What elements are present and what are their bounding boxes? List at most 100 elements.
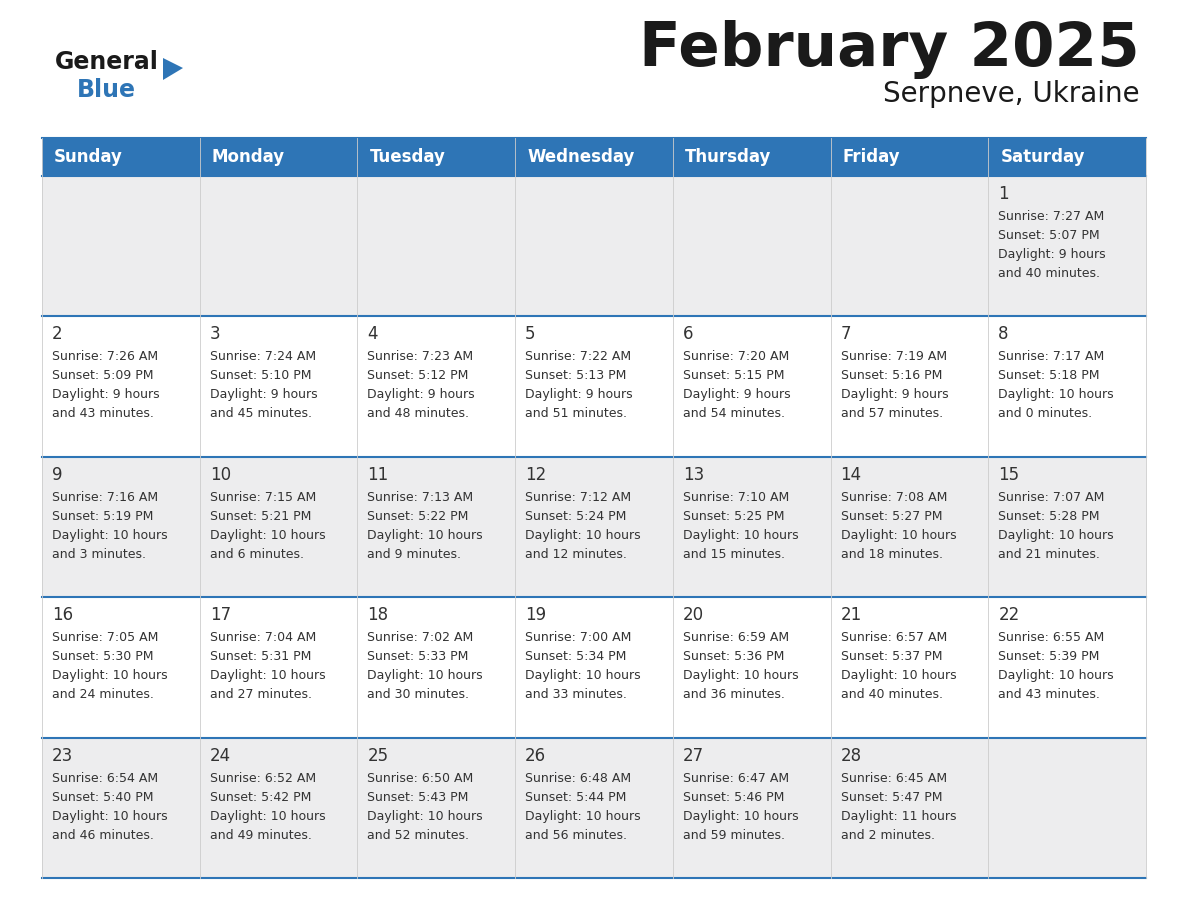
Text: Sunset: 5:27 PM: Sunset: 5:27 PM	[841, 509, 942, 522]
Text: Sunrise: 7:02 AM: Sunrise: 7:02 AM	[367, 632, 474, 644]
Text: Sunrise: 7:26 AM: Sunrise: 7:26 AM	[52, 351, 158, 364]
Text: 23: 23	[52, 746, 74, 765]
Text: and 59 minutes.: and 59 minutes.	[683, 829, 785, 842]
Text: 24: 24	[210, 746, 230, 765]
Text: Daylight: 9 hours: Daylight: 9 hours	[998, 248, 1106, 261]
Text: Sunrise: 7:13 AM: Sunrise: 7:13 AM	[367, 491, 474, 504]
Text: Daylight: 10 hours: Daylight: 10 hours	[367, 669, 484, 682]
Bar	[42, 598, 1146, 737]
Text: and 18 minutes.: and 18 minutes.	[841, 548, 942, 561]
Text: Sunrise: 6:59 AM: Sunrise: 6:59 AM	[683, 632, 789, 644]
Text: Daylight: 9 hours: Daylight: 9 hours	[841, 388, 948, 401]
Text: and 21 minutes.: and 21 minutes.	[998, 548, 1100, 561]
Text: Daylight: 9 hours: Daylight: 9 hours	[367, 388, 475, 401]
Text: 21: 21	[841, 606, 861, 624]
Text: Tuesday: Tuesday	[369, 148, 446, 166]
Text: Monday: Monday	[211, 148, 285, 166]
Text: Sunset: 5:16 PM: Sunset: 5:16 PM	[841, 369, 942, 383]
Text: 5: 5	[525, 325, 536, 343]
Text: 22: 22	[998, 606, 1019, 624]
Text: Sunset: 5:37 PM: Sunset: 5:37 PM	[841, 650, 942, 663]
Bar	[42, 737, 1146, 878]
Text: Sunset: 5:46 PM: Sunset: 5:46 PM	[683, 790, 784, 803]
Text: and 54 minutes.: and 54 minutes.	[683, 408, 785, 420]
Text: and 15 minutes.: and 15 minutes.	[683, 548, 785, 561]
Text: Daylight: 10 hours: Daylight: 10 hours	[525, 810, 640, 823]
Text: Daylight: 10 hours: Daylight: 10 hours	[998, 529, 1114, 542]
Text: Friday: Friday	[842, 148, 901, 166]
Text: Daylight: 11 hours: Daylight: 11 hours	[841, 810, 956, 823]
Text: and 12 minutes.: and 12 minutes.	[525, 548, 627, 561]
Text: Daylight: 10 hours: Daylight: 10 hours	[998, 388, 1114, 401]
Text: Sunset: 5:15 PM: Sunset: 5:15 PM	[683, 369, 784, 383]
Text: Sunrise: 6:55 AM: Sunrise: 6:55 AM	[998, 632, 1105, 644]
Text: Serpneve, Ukraine: Serpneve, Ukraine	[884, 80, 1140, 108]
Text: Sunset: 5:39 PM: Sunset: 5:39 PM	[998, 650, 1100, 663]
Text: Sunset: 5:21 PM: Sunset: 5:21 PM	[210, 509, 311, 522]
Text: 3: 3	[210, 325, 220, 343]
Text: Sunset: 5:12 PM: Sunset: 5:12 PM	[367, 369, 469, 383]
Text: and 46 minutes.: and 46 minutes.	[52, 829, 154, 842]
Text: Daylight: 9 hours: Daylight: 9 hours	[683, 388, 790, 401]
Text: Sunrise: 6:47 AM: Sunrise: 6:47 AM	[683, 772, 789, 785]
Text: Sunrise: 7:10 AM: Sunrise: 7:10 AM	[683, 491, 789, 504]
Text: and 57 minutes.: and 57 minutes.	[841, 408, 943, 420]
Text: Sunrise: 7:00 AM: Sunrise: 7:00 AM	[525, 632, 632, 644]
Text: Saturday: Saturday	[1000, 148, 1085, 166]
Text: Sunday: Sunday	[53, 148, 122, 166]
Text: Daylight: 10 hours: Daylight: 10 hours	[52, 529, 168, 542]
Text: and 36 minutes.: and 36 minutes.	[683, 688, 785, 701]
Text: and 48 minutes.: and 48 minutes.	[367, 408, 469, 420]
Text: Sunset: 5:36 PM: Sunset: 5:36 PM	[683, 650, 784, 663]
Text: General: General	[55, 50, 159, 74]
Text: Sunset: 5:40 PM: Sunset: 5:40 PM	[52, 790, 153, 803]
Text: Sunrise: 7:04 AM: Sunrise: 7:04 AM	[210, 632, 316, 644]
Text: Daylight: 10 hours: Daylight: 10 hours	[683, 529, 798, 542]
Text: and 2 minutes.: and 2 minutes.	[841, 829, 935, 842]
Text: 9: 9	[52, 465, 63, 484]
Text: and 43 minutes.: and 43 minutes.	[998, 688, 1100, 701]
Text: Sunrise: 7:22 AM: Sunrise: 7:22 AM	[525, 351, 631, 364]
Text: Daylight: 9 hours: Daylight: 9 hours	[525, 388, 633, 401]
Text: 1: 1	[998, 185, 1009, 203]
Text: 26: 26	[525, 746, 546, 765]
Text: Daylight: 10 hours: Daylight: 10 hours	[525, 669, 640, 682]
Text: Sunset: 5:18 PM: Sunset: 5:18 PM	[998, 369, 1100, 383]
Text: Sunrise: 7:19 AM: Sunrise: 7:19 AM	[841, 351, 947, 364]
Text: Sunrise: 7:20 AM: Sunrise: 7:20 AM	[683, 351, 789, 364]
Text: Sunset: 5:28 PM: Sunset: 5:28 PM	[998, 509, 1100, 522]
Text: 28: 28	[841, 746, 861, 765]
Text: and 24 minutes.: and 24 minutes.	[52, 688, 154, 701]
Text: Sunrise: 6:48 AM: Sunrise: 6:48 AM	[525, 772, 631, 785]
Bar	[42, 138, 1146, 176]
Text: and 0 minutes.: and 0 minutes.	[998, 408, 1093, 420]
Text: Sunrise: 7:27 AM: Sunrise: 7:27 AM	[998, 210, 1105, 223]
Text: Sunrise: 7:08 AM: Sunrise: 7:08 AM	[841, 491, 947, 504]
Text: and 43 minutes.: and 43 minutes.	[52, 408, 154, 420]
Text: Sunset: 5:19 PM: Sunset: 5:19 PM	[52, 509, 153, 522]
Polygon shape	[163, 58, 183, 80]
Text: Daylight: 10 hours: Daylight: 10 hours	[52, 810, 168, 823]
Text: Thursday: Thursday	[684, 148, 771, 166]
Text: Sunrise: 7:23 AM: Sunrise: 7:23 AM	[367, 351, 474, 364]
Text: Sunrise: 6:57 AM: Sunrise: 6:57 AM	[841, 632, 947, 644]
Text: Sunset: 5:25 PM: Sunset: 5:25 PM	[683, 509, 784, 522]
Text: and 30 minutes.: and 30 minutes.	[367, 688, 469, 701]
Text: Sunset: 5:24 PM: Sunset: 5:24 PM	[525, 509, 626, 522]
Text: Sunset: 5:13 PM: Sunset: 5:13 PM	[525, 369, 626, 383]
Text: 19: 19	[525, 606, 546, 624]
Text: 7: 7	[841, 325, 851, 343]
Text: 15: 15	[998, 465, 1019, 484]
Text: Sunset: 5:43 PM: Sunset: 5:43 PM	[367, 790, 469, 803]
Text: 12: 12	[525, 465, 546, 484]
Text: and 45 minutes.: and 45 minutes.	[210, 408, 311, 420]
Text: 27: 27	[683, 746, 704, 765]
Text: Daylight: 10 hours: Daylight: 10 hours	[210, 810, 326, 823]
Text: and 56 minutes.: and 56 minutes.	[525, 829, 627, 842]
Text: Sunrise: 6:52 AM: Sunrise: 6:52 AM	[210, 772, 316, 785]
Text: Daylight: 10 hours: Daylight: 10 hours	[683, 810, 798, 823]
Text: Sunset: 5:47 PM: Sunset: 5:47 PM	[841, 790, 942, 803]
Bar	[42, 457, 1146, 598]
Text: Daylight: 10 hours: Daylight: 10 hours	[841, 669, 956, 682]
Text: Daylight: 10 hours: Daylight: 10 hours	[525, 529, 640, 542]
